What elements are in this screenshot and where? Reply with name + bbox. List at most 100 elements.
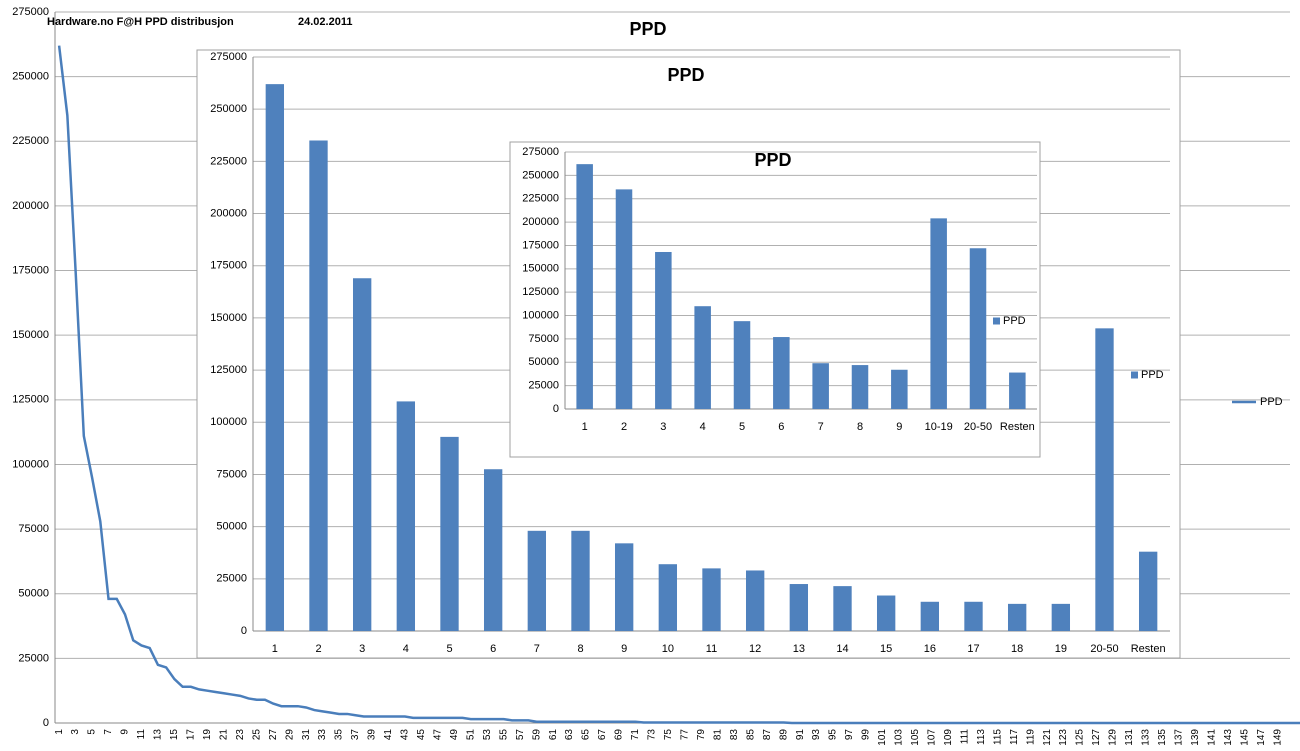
- x-tick-label: 2: [315, 643, 321, 655]
- x-tick-label: 101: [877, 729, 888, 746]
- y-tick-label: 25000: [528, 380, 559, 392]
- y-tick-label: 75000: [216, 468, 247, 480]
- x-tick-label: 13: [793, 643, 805, 655]
- x-tick-label: 3: [70, 729, 81, 735]
- x-tick-label: 133: [1141, 729, 1152, 746]
- bar: [527, 530, 547, 631]
- y-tick-label: 75000: [18, 523, 49, 535]
- x-tick-label: 127: [1091, 729, 1102, 746]
- x-tick-label: 3: [660, 421, 666, 433]
- x-tick-label: 35: [334, 729, 345, 741]
- chart-title: PPD: [754, 150, 791, 170]
- chart-title: PPD: [667, 65, 704, 85]
- bar: [789, 584, 809, 631]
- x-tick-label: 91: [795, 729, 806, 741]
- y-tick-label: 275000: [210, 51, 247, 63]
- x-tick-label: 20-50: [964, 421, 992, 433]
- x-tick-label: 59: [531, 729, 542, 741]
- y-tick-label: 175000: [12, 264, 49, 276]
- x-tick-label: 9: [896, 421, 902, 433]
- y-tick-label: 75000: [528, 333, 559, 345]
- bar: [1051, 603, 1071, 631]
- bar: [969, 248, 987, 409]
- bar: [483, 469, 503, 631]
- x-tick-label: 14: [836, 643, 848, 655]
- x-tick-label: Resten: [1000, 421, 1035, 433]
- x-tick-label: 5: [739, 421, 745, 433]
- bar: [571, 530, 590, 631]
- x-tick-label: 20-50: [1090, 643, 1118, 655]
- x-tick-label: 33: [317, 729, 328, 741]
- x-tick-label: 4: [403, 643, 409, 655]
- bar: [1009, 372, 1026, 409]
- x-tick-label: 16: [924, 643, 936, 655]
- x-tick-label: 115: [992, 729, 1003, 745]
- bar: [773, 337, 790, 409]
- y-tick-label: 250000: [210, 103, 247, 115]
- bar: [1138, 551, 1158, 631]
- y-tick-label: 25000: [18, 652, 49, 664]
- legend-swatch: [993, 317, 1000, 325]
- x-tick-label: 141: [1206, 729, 1217, 746]
- y-tick-label: 125000: [522, 286, 559, 298]
- x-tick-label: 117: [1009, 729, 1020, 745]
- y-tick-label: 200000: [210, 207, 247, 219]
- x-tick-label: 7: [818, 421, 824, 433]
- x-tick-label: 93: [811, 729, 822, 741]
- x-tick-label: 2: [621, 421, 627, 433]
- y-tick-label: 225000: [12, 135, 49, 147]
- x-tick-label: 6: [490, 643, 496, 655]
- x-tick-label: 61: [548, 729, 559, 741]
- x-tick-label: 83: [729, 729, 740, 741]
- y-tick-label: 175000: [210, 260, 247, 272]
- bar: [396, 401, 416, 631]
- legend-swatch: [1131, 371, 1138, 379]
- x-tick-label: 63: [564, 729, 575, 741]
- chart-title: PPD: [629, 19, 666, 39]
- bar: [576, 164, 593, 409]
- bar: [440, 436, 459, 631]
- legend-label: PPD: [1260, 396, 1283, 408]
- y-tick-label: 100000: [12, 458, 49, 470]
- bar: [702, 568, 721, 631]
- x-tick-label: 81: [712, 729, 723, 741]
- y-tick-label: 0: [553, 403, 559, 415]
- x-tick-label: 105: [910, 729, 921, 746]
- y-tick-label: 125000: [210, 364, 247, 376]
- bar: [265, 84, 285, 632]
- x-tick-label: 149: [1272, 729, 1283, 746]
- bar: [614, 543, 634, 631]
- y-tick-label: 25000: [216, 573, 247, 585]
- bar: [891, 369, 908, 409]
- bar: [615, 189, 633, 409]
- x-tick-label: 147: [1256, 729, 1267, 746]
- bar: [309, 140, 328, 631]
- bar: [658, 564, 678, 631]
- y-tick-label: 100000: [210, 416, 247, 428]
- line: [57, 45, 1300, 725]
- x-tick-label: 29: [284, 729, 295, 741]
- bar: [930, 218, 947, 409]
- x-tick-label: 75: [663, 729, 674, 741]
- y-tick-label: 150000: [522, 263, 559, 275]
- y-tick-label: 0: [241, 625, 247, 637]
- x-tick-label: 79: [696, 729, 707, 741]
- x-tick-label: 6: [778, 421, 784, 433]
- x-tick-label: 145: [1239, 729, 1250, 746]
- x-tick-label: 95: [828, 729, 839, 741]
- x-tick-label: 51: [465, 729, 476, 741]
- y-tick-label: 275000: [522, 146, 559, 158]
- x-tick-label: 71: [630, 729, 641, 741]
- x-tick-label: 109: [943, 729, 954, 746]
- x-tick-label: 41: [383, 729, 394, 741]
- x-tick-label: 137: [1173, 729, 1184, 746]
- x-tick-label: 89: [778, 729, 789, 741]
- bar: [920, 601, 940, 631]
- y-tick-label: 275000: [12, 6, 49, 18]
- y-tick-label: 0: [43, 717, 49, 729]
- bar: [733, 321, 751, 409]
- x-tick-label: 99: [861, 729, 872, 741]
- x-tick-label: 65: [581, 729, 592, 741]
- x-tick-label: 11: [136, 729, 147, 740]
- x-tick-label: Resten: [1131, 643, 1166, 655]
